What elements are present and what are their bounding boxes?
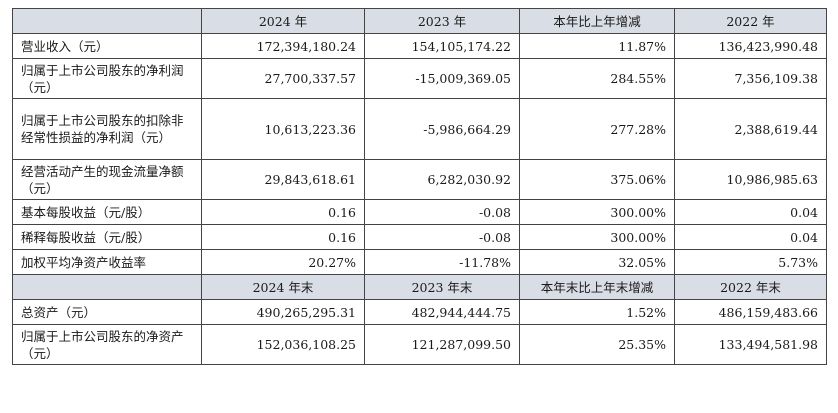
value-cell: -0.08 <box>364 199 520 225</box>
header-cell: 本年末比上年末增减 <box>519 274 675 300</box>
row-label: 加权平均净资产收益率 <box>12 249 202 275</box>
header-cell: 2024 年末 <box>201 274 365 300</box>
value-cell: 300.00% <box>519 199 675 225</box>
header-cell: 2023 年末 <box>364 274 520 300</box>
value-cell: 0.04 <box>674 224 827 250</box>
table-row: 营业收入（元） 172,394,180.24 154,105,174.22 11… <box>12 33 827 59</box>
value-cell: -11.78% <box>364 249 520 275</box>
value-cell: 0.16 <box>201 199 365 225</box>
row-label: 归属于上市公司股东的扣除非经常性损益的净利润（元） <box>12 98 202 160</box>
table-row: 加权平均净资产收益率 20.27% -11.78% 32.05% 5.73% <box>12 249 827 275</box>
value-cell: 490,265,295.31 <box>201 299 365 325</box>
table-row: 基本每股收益（元/股） 0.16 -0.08 300.00% 0.04 <box>12 199 827 225</box>
row-label: 归属于上市公司股东的净资产（元） <box>12 324 202 365</box>
value-cell: 0.16 <box>201 224 365 250</box>
value-cell: 0.04 <box>674 199 827 225</box>
table-row: 归属于上市公司股东的扣除非经常性损益的净利润（元） 10,613,223.36 … <box>12 98 827 160</box>
header-cell: 2023 年 <box>364 8 520 34</box>
value-cell: 172,394,180.24 <box>201 33 365 59</box>
table-row: 稀释每股收益（元/股） 0.16 -0.08 300.00% 0.04 <box>12 224 827 250</box>
value-cell: 10,613,223.36 <box>201 98 365 160</box>
value-cell: 6,282,030.92 <box>364 159 520 200</box>
value-cell: -15,009,369.05 <box>364 58 520 99</box>
value-cell: 284.55% <box>519 58 675 99</box>
value-cell: 11.87% <box>519 33 675 59</box>
table-row: 总资产（元） 490,265,295.31 482,944,444.75 1.5… <box>12 299 827 325</box>
value-cell: -5,986,664.29 <box>364 98 520 160</box>
value-cell: 375.06% <box>519 159 675 200</box>
row-label: 稀释每股收益（元/股） <box>12 224 202 250</box>
financial-indicators-table: 2024 年 2023 年 本年比上年增减 2022 年 营业收入（元） 172… <box>12 8 827 365</box>
header-corner-cell <box>12 8 202 34</box>
value-cell: 1.52% <box>519 299 675 325</box>
value-cell: 27,700,337.57 <box>201 58 365 99</box>
value-cell: 5.73% <box>674 249 827 275</box>
value-cell: 486,159,483.66 <box>674 299 827 325</box>
header-row: 2024 年 2023 年 本年比上年增减 2022 年 <box>12 8 827 34</box>
table-row: 经营活动产生的现金流量净额（元） 29,843,618.61 6,282,030… <box>12 159 827 200</box>
value-cell: 32.05% <box>519 249 675 275</box>
header-cell: 2022 年 <box>674 8 827 34</box>
value-cell: 121,287,099.50 <box>364 324 520 365</box>
header-cell: 2024 年 <box>201 8 365 34</box>
table-row: 归属于上市公司股东的净资产（元） 152,036,108.25 121,287,… <box>12 324 827 365</box>
header-corner-cell <box>12 274 202 300</box>
row-label: 基本每股收益（元/股） <box>12 199 202 225</box>
value-cell: 152,036,108.25 <box>201 324 365 365</box>
value-cell: 277.28% <box>519 98 675 160</box>
row-label: 营业收入（元） <box>12 33 202 59</box>
row-label: 归属于上市公司股东的净利润（元） <box>12 58 202 99</box>
value-cell: 2,388,619.44 <box>674 98 827 160</box>
header-cell: 本年比上年增减 <box>519 8 675 34</box>
value-cell: 20.27% <box>201 249 365 275</box>
value-cell: 482,944,444.75 <box>364 299 520 325</box>
value-cell: 29,843,618.61 <box>201 159 365 200</box>
value-cell: 7,356,109.38 <box>674 58 827 99</box>
value-cell: -0.08 <box>364 224 520 250</box>
value-cell: 300.00% <box>519 224 675 250</box>
header-cell: 2022 年末 <box>674 274 827 300</box>
row-label: 总资产（元） <box>12 299 202 325</box>
value-cell: 136,423,990.48 <box>674 33 827 59</box>
row-label: 经营活动产生的现金流量净额（元） <box>12 159 202 200</box>
value-cell: 25.35% <box>519 324 675 365</box>
value-cell: 10,986,985.63 <box>674 159 827 200</box>
value-cell: 133,494,581.98 <box>674 324 827 365</box>
table-row: 归属于上市公司股东的净利润（元） 27,700,337.57 -15,009,3… <box>12 58 827 99</box>
header-row: 2024 年末 2023 年末 本年末比上年末增减 2022 年末 <box>12 274 827 300</box>
value-cell: 154,105,174.22 <box>364 33 520 59</box>
